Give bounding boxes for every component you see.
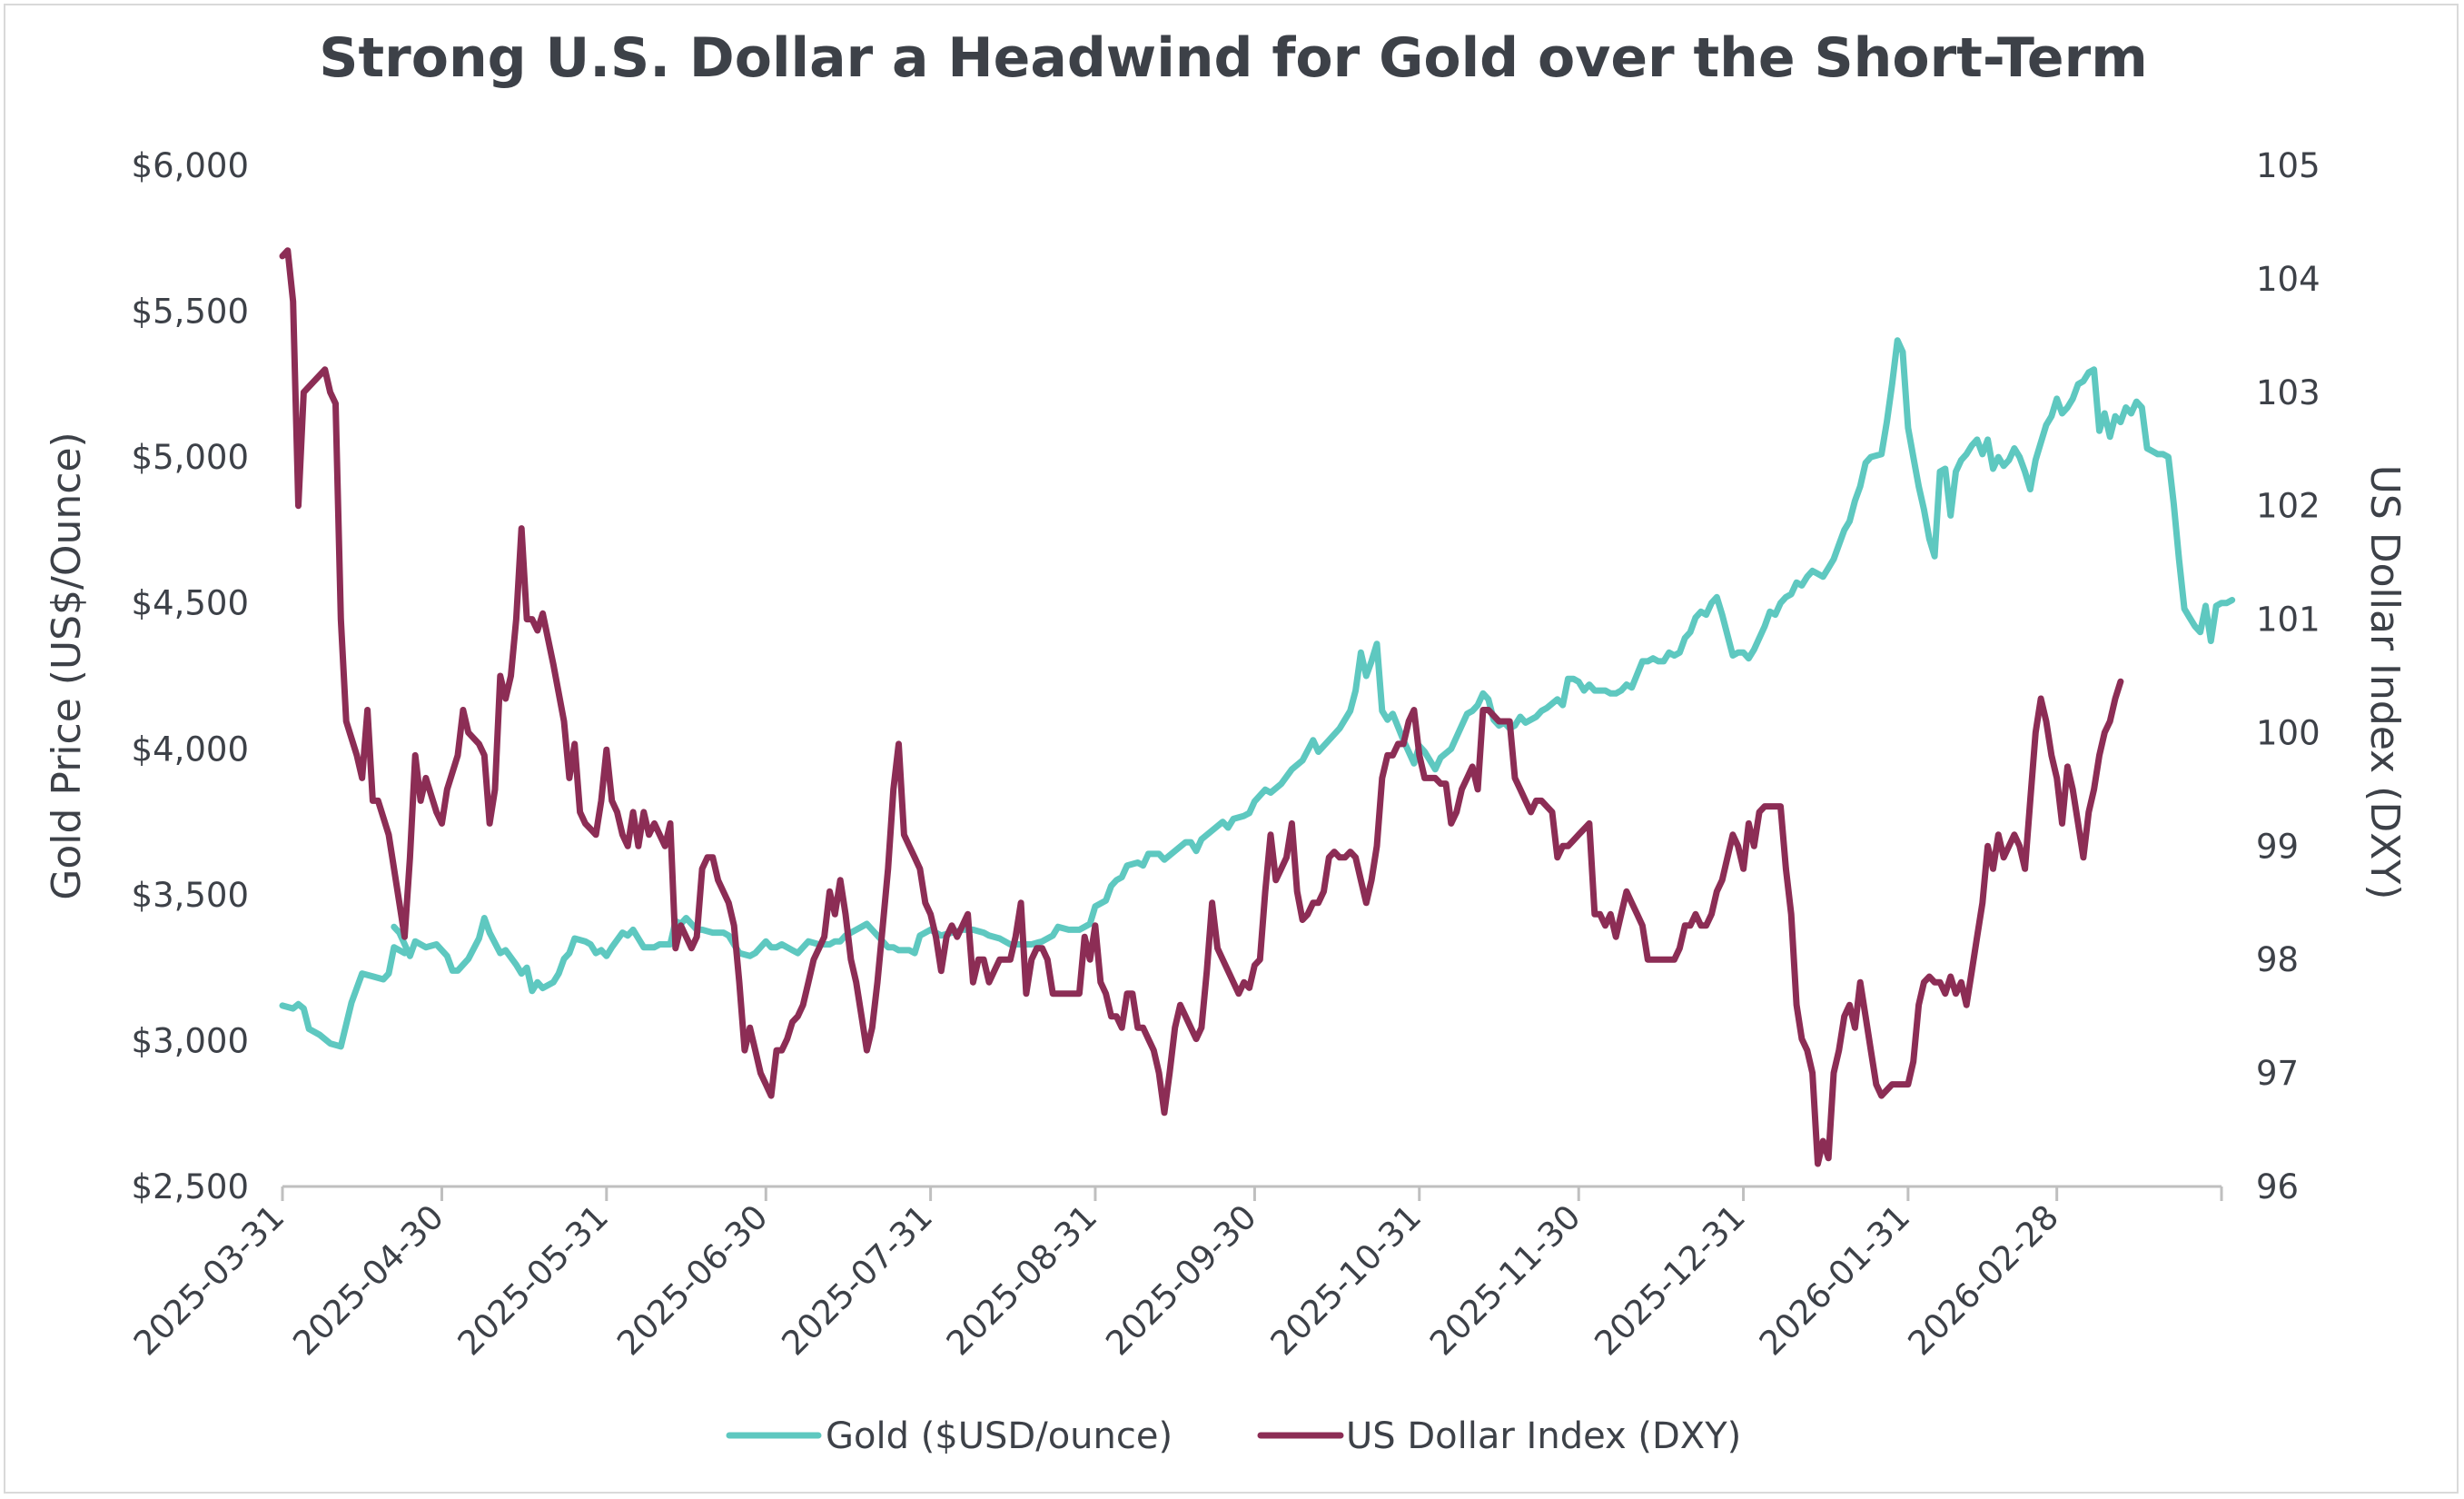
y-left-tick-label: $5,000 — [132, 438, 249, 477]
x-tick-label: 2025-03-31 — [126, 1197, 292, 1363]
x-tick-label: 2025-10-31 — [1263, 1197, 1429, 1363]
y-right-tick-label: 102 — [2256, 487, 2321, 526]
y-axis-right: 96 97 98 99 100 101 102 103 104 105 — [2256, 146, 2321, 1206]
x-tick-label: 2025-11-30 — [1422, 1197, 1588, 1363]
y-right-tick-label: 100 — [2256, 713, 2321, 752]
y-right-tick-label: 101 — [2256, 601, 2321, 640]
y-left-tick-label: $6,000 — [132, 146, 249, 185]
x-tick-label: 2026-02-28 — [1901, 1197, 2066, 1363]
chart-svg: Strong U.S. Dollar a Headwind for Gold o… — [44, 26, 2408, 1457]
y-left-tick-label: $4,000 — [132, 730, 249, 769]
series-line-dxy — [279, 247, 2124, 1167]
y-right-tick-label: 104 — [2256, 260, 2321, 299]
y-axis-right-label: US Dollar Index (DXY) — [2361, 465, 2408, 900]
series-line-gold — [391, 337, 2236, 995]
y-right-tick-label: 99 — [2256, 827, 2299, 866]
legend: Gold ($USD/ounce) US Dollar Index (DXY) — [726, 1415, 1741, 1457]
y-left-tick-label: $2,500 — [132, 1167, 249, 1206]
x-tick-label: 2025-08-31 — [939, 1197, 1104, 1363]
y-right-tick-label: 98 — [2256, 940, 2299, 979]
y-right-tick-label: 96 — [2256, 1167, 2299, 1206]
y-axis-left-label: Gold Price (US$/Ounce) — [44, 432, 90, 899]
x-tick-label: 2025-05-31 — [450, 1197, 616, 1363]
x-tick-label: 2025-04-30 — [285, 1197, 450, 1363]
legend-label-dxy: US Dollar Index (DXY) — [1346, 1415, 1741, 1457]
x-tick-label: 2025-09-30 — [1098, 1197, 1263, 1363]
y-left-tick-label: $5,500 — [132, 293, 249, 332]
series-line-gold — [279, 944, 408, 1050]
y-right-tick-label: 103 — [2256, 373, 2321, 412]
x-tick-label: 2026-01-31 — [1752, 1197, 1917, 1363]
legend-label-gold: Gold ($USD/ounce) — [826, 1415, 1173, 1457]
x-tick-label: 2025-12-31 — [1587, 1197, 1752, 1363]
y-right-tick-label: 105 — [2256, 146, 2321, 185]
x-tick-label: 2025-06-30 — [609, 1197, 775, 1363]
y-right-tick-label: 97 — [2256, 1054, 2299, 1093]
y-left-tick-label: $3,000 — [132, 1021, 249, 1060]
plot-area — [279, 247, 2236, 1167]
y-axis-left: $2,500 $3,000 $3,500 $4,000 $4,500 $5,000 $5,5… — [132, 146, 249, 1206]
y-left-tick-label: $4,500 — [132, 584, 249, 623]
x-tick-label: 2025-07-31 — [775, 1197, 940, 1363]
chart-title: Strong U.S. Dollar a Headwind for Gold o… — [319, 26, 2148, 90]
y-left-tick-label: $3,500 — [132, 876, 249, 915]
chart-frame: Strong U.S. Dollar a Headwind for Gold o… — [4, 4, 2459, 1494]
x-axis: 2025-03-312025-04-302025-05-312025-06-30… — [126, 1186, 2223, 1363]
